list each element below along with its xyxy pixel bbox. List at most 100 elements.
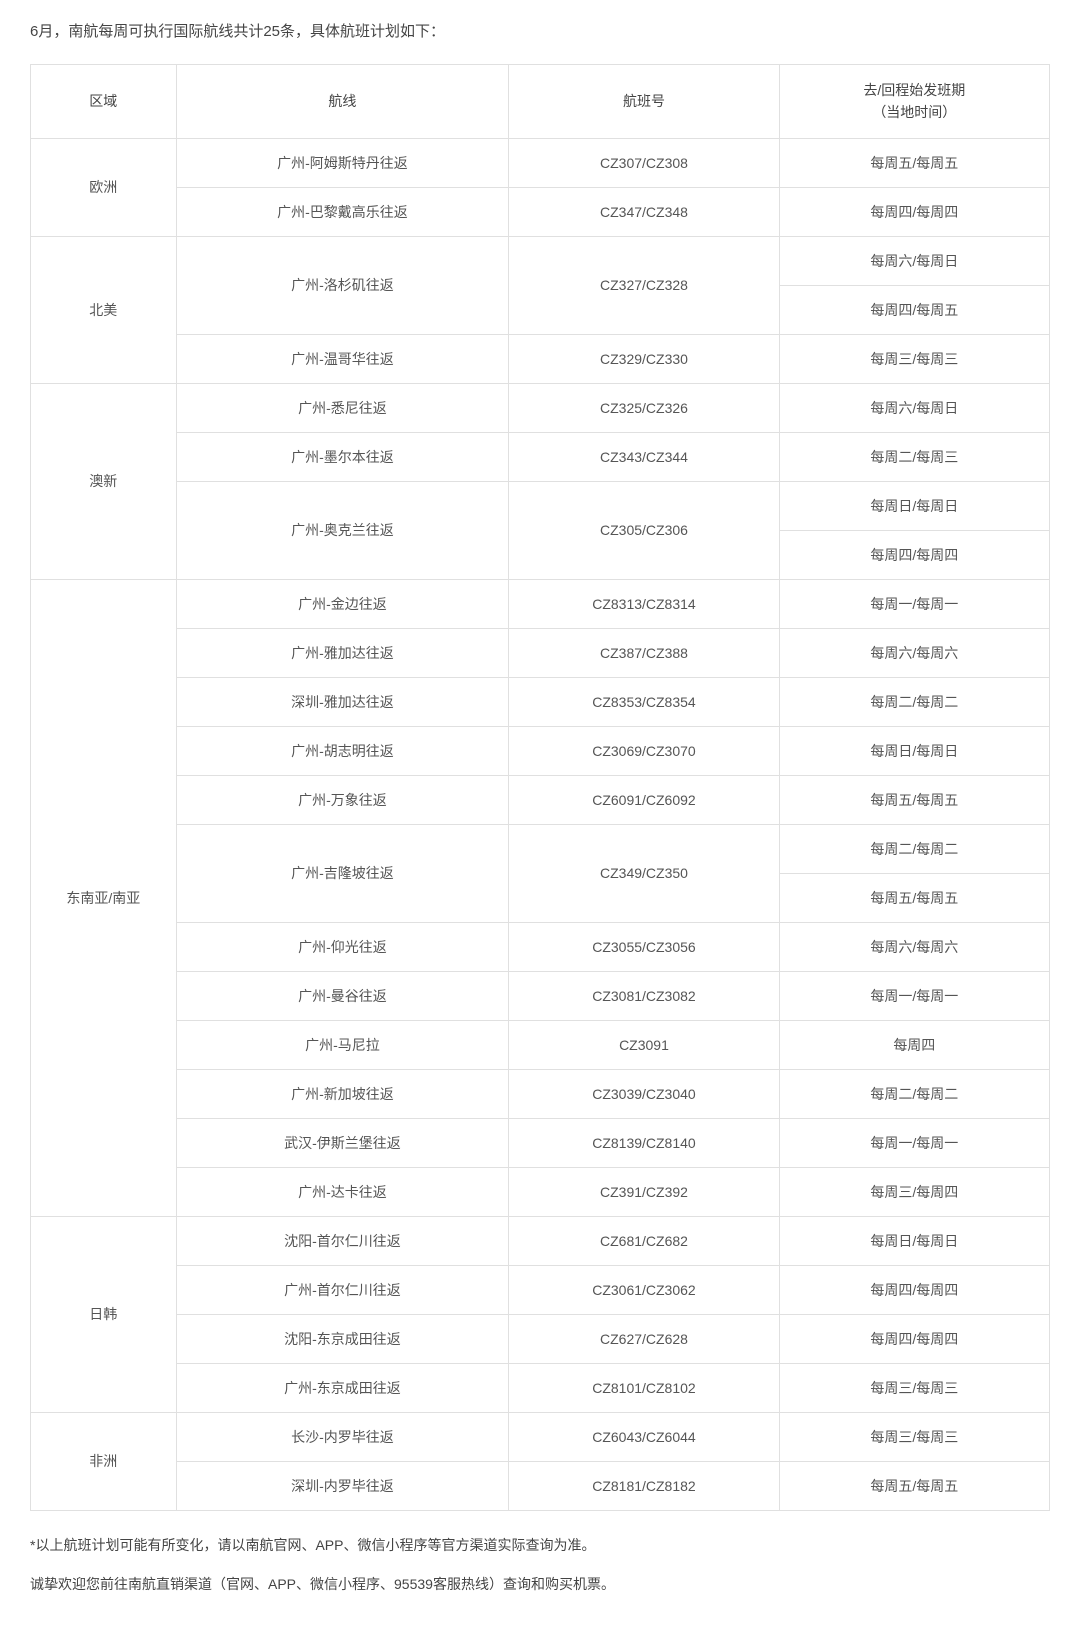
route-cell: 广州-胡志明往返 xyxy=(176,726,509,775)
flight-cell: CZ6043/CZ6044 xyxy=(509,1412,779,1461)
table-row: 深圳-雅加达往返CZ8353/CZ8354每周二/每周二 xyxy=(31,677,1050,726)
table-row: 非洲长沙-内罗毕往返CZ6043/CZ6044每周三/每周三 xyxy=(31,1412,1050,1461)
route-cell: 广州-达卡往返 xyxy=(176,1167,509,1216)
schedule-cell: 每周一/每周一 xyxy=(779,971,1049,1020)
flight-schedule-table: 区域 航线 航班号 去/回程始发班期（当地时间） 欧洲广州-阿姆斯特丹往返CZ3… xyxy=(30,64,1050,1511)
region-cell: 北美 xyxy=(31,236,177,383)
route-cell: 深圳-内罗毕往返 xyxy=(176,1461,509,1510)
schedule-cell: 每周四/每周四 xyxy=(779,530,1049,579)
flight-cell: CZ3055/CZ3056 xyxy=(509,922,779,971)
route-cell: 广州-洛杉矶往返 xyxy=(176,236,509,334)
schedule-cell: 每周三/每周四 xyxy=(779,1167,1049,1216)
region-cell: 日韩 xyxy=(31,1216,177,1412)
route-cell: 广州-首尔仁川往返 xyxy=(176,1265,509,1314)
flight-cell: CZ3061/CZ3062 xyxy=(509,1265,779,1314)
table-row: 广州-胡志明往返CZ3069/CZ3070每周日/每周日 xyxy=(31,726,1050,775)
table-body: 欧洲广州-阿姆斯特丹往返CZ307/CZ308每周五/每周五广州-巴黎戴高乐往返… xyxy=(31,138,1050,1510)
route-cell: 广州-巴黎戴高乐往返 xyxy=(176,187,509,236)
flight-cell: CZ8181/CZ8182 xyxy=(509,1461,779,1510)
footnote-line: *以上航班计划可能有所变化，请以南航官网、APP、微信小程序等官方渠道实际查询为… xyxy=(30,1533,1050,1558)
route-cell: 长沙-内罗毕往返 xyxy=(176,1412,509,1461)
table-row: 广州-奥克兰往返CZ305/CZ306每周日/每周日 xyxy=(31,481,1050,530)
table-row: 北美广州-洛杉矶往返CZ327/CZ328每周六/每周日 xyxy=(31,236,1050,285)
table-row: 沈阳-东京成田往返CZ627/CZ628每周四/每周四 xyxy=(31,1314,1050,1363)
table-row: 广州-新加坡往返CZ3039/CZ3040每周二/每周二 xyxy=(31,1069,1050,1118)
flight-cell: CZ3081/CZ3082 xyxy=(509,971,779,1020)
schedule-cell: 每周五/每周五 xyxy=(779,775,1049,824)
flight-cell: CZ3091 xyxy=(509,1020,779,1069)
flight-cell: CZ8313/CZ8314 xyxy=(509,579,779,628)
schedule-cell: 每周三/每周三 xyxy=(779,1412,1049,1461)
table-row: 广州-吉隆坡往返CZ349/CZ350每周二/每周二 xyxy=(31,824,1050,873)
table-row: 广州-温哥华往返CZ329/CZ330每周三/每周三 xyxy=(31,334,1050,383)
table-row: 广州-万象往返CZ6091/CZ6092每周五/每周五 xyxy=(31,775,1050,824)
region-cell: 非洲 xyxy=(31,1412,177,1510)
table-row: 广州-首尔仁川往返CZ3061/CZ3062每周四/每周四 xyxy=(31,1265,1050,1314)
footnote-line: 诚挚欢迎您前往南航直销渠道（官网、APP、微信小程序、95539客服热线）查询和… xyxy=(30,1572,1050,1597)
route-cell: 广州-吉隆坡往返 xyxy=(176,824,509,922)
flight-cell: CZ327/CZ328 xyxy=(509,236,779,334)
region-cell: 东南亚/南亚 xyxy=(31,579,177,1216)
route-cell: 广州-温哥华往返 xyxy=(176,334,509,383)
flight-cell: CZ347/CZ348 xyxy=(509,187,779,236)
table-row: 广州-曼谷往返CZ3081/CZ3082每周一/每周一 xyxy=(31,971,1050,1020)
flight-cell: CZ627/CZ628 xyxy=(509,1314,779,1363)
schedule-cell: 每周一/每周一 xyxy=(779,1118,1049,1167)
region-cell: 欧洲 xyxy=(31,138,177,236)
table-row: 武汉-伊斯兰堡往返CZ8139/CZ8140每周一/每周一 xyxy=(31,1118,1050,1167)
route-cell: 广州-悉尼往返 xyxy=(176,383,509,432)
table-row: 广州-仰光往返CZ3055/CZ3056每周六/每周六 xyxy=(31,922,1050,971)
schedule-cell: 每周五/每周五 xyxy=(779,138,1049,187)
route-cell: 广州-马尼拉 xyxy=(176,1020,509,1069)
schedule-cell: 每周四/每周四 xyxy=(779,187,1049,236)
schedule-cell: 每周日/每周日 xyxy=(779,481,1049,530)
flight-cell: CZ343/CZ344 xyxy=(509,432,779,481)
schedule-cell: 每周四/每周四 xyxy=(779,1314,1049,1363)
table-row: 东南亚/南亚广州-金边往返CZ8313/CZ8314每周一/每周一 xyxy=(31,579,1050,628)
route-cell: 广州-阿姆斯特丹往返 xyxy=(176,138,509,187)
table-row: 广州-巴黎戴高乐往返CZ347/CZ348每周四/每周四 xyxy=(31,187,1050,236)
table-row: 深圳-内罗毕往返CZ8181/CZ8182每周五/每周五 xyxy=(31,1461,1050,1510)
schedule-cell: 每周四/每周五 xyxy=(779,285,1049,334)
flight-cell: CZ307/CZ308 xyxy=(509,138,779,187)
schedule-cell: 每周三/每周三 xyxy=(779,334,1049,383)
flight-cell: CZ6091/CZ6092 xyxy=(509,775,779,824)
route-cell: 广州-曼谷往返 xyxy=(176,971,509,1020)
flight-cell: CZ305/CZ306 xyxy=(509,481,779,579)
route-cell: 武汉-伊斯兰堡往返 xyxy=(176,1118,509,1167)
flight-cell: CZ391/CZ392 xyxy=(509,1167,779,1216)
route-cell: 广州-仰光往返 xyxy=(176,922,509,971)
header-schedule: 去/回程始发班期（当地时间） xyxy=(779,65,1049,139)
region-cell: 澳新 xyxy=(31,383,177,579)
table-row: 广州-雅加达往返CZ387/CZ388每周六/每周六 xyxy=(31,628,1050,677)
flight-cell: CZ8139/CZ8140 xyxy=(509,1118,779,1167)
schedule-cell: 每周五/每周五 xyxy=(779,1461,1049,1510)
flight-cell: CZ349/CZ350 xyxy=(509,824,779,922)
schedule-cell: 每周一/每周一 xyxy=(779,579,1049,628)
route-cell: 广州-万象往返 xyxy=(176,775,509,824)
route-cell: 深圳-雅加达往返 xyxy=(176,677,509,726)
schedule-cell: 每周四/每周四 xyxy=(779,1265,1049,1314)
schedule-cell: 每周二/每周二 xyxy=(779,677,1049,726)
flight-cell: CZ329/CZ330 xyxy=(509,334,779,383)
flight-cell: CZ3069/CZ3070 xyxy=(509,726,779,775)
route-cell: 广州-新加坡往返 xyxy=(176,1069,509,1118)
route-cell: 沈阳-首尔仁川往返 xyxy=(176,1216,509,1265)
route-cell: 广州-奥克兰往返 xyxy=(176,481,509,579)
flight-cell: CZ325/CZ326 xyxy=(509,383,779,432)
table-row: 日韩沈阳-首尔仁川往返CZ681/CZ682每周日/每周日 xyxy=(31,1216,1050,1265)
route-cell: 广州-雅加达往返 xyxy=(176,628,509,677)
header-route: 航线 xyxy=(176,65,509,139)
table-row: 广州-墨尔本往返CZ343/CZ344每周二/每周三 xyxy=(31,432,1050,481)
route-cell: 广州-金边往返 xyxy=(176,579,509,628)
table-row: 广州-马尼拉CZ3091每周四 xyxy=(31,1020,1050,1069)
table-row: 广州-达卡往返CZ391/CZ392每周三/每周四 xyxy=(31,1167,1050,1216)
schedule-cell: 每周五/每周五 xyxy=(779,873,1049,922)
flight-cell: CZ387/CZ388 xyxy=(509,628,779,677)
table-row: 广州-东京成田往返CZ8101/CZ8102每周三/每周三 xyxy=(31,1363,1050,1412)
header-region: 区域 xyxy=(31,65,177,139)
schedule-cell: 每周二/每周二 xyxy=(779,824,1049,873)
route-cell: 广州-东京成田往返 xyxy=(176,1363,509,1412)
schedule-cell: 每周六/每周六 xyxy=(779,922,1049,971)
schedule-cell: 每周日/每周日 xyxy=(779,726,1049,775)
